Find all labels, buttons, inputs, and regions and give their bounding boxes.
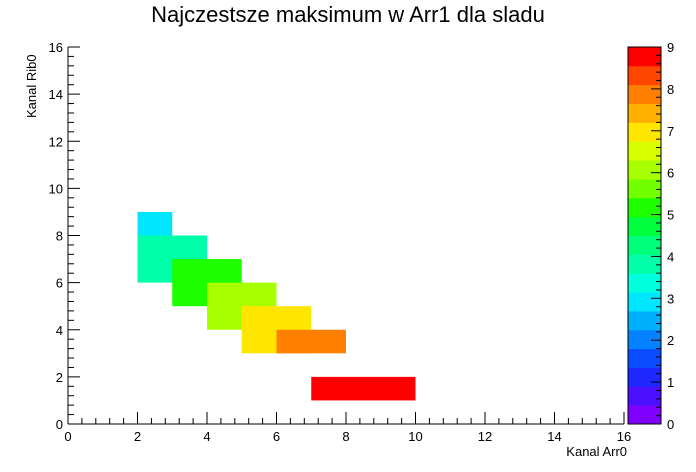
colorbar-tick-label-0: 0 [667,417,674,432]
colorbar-band-2 [628,367,661,387]
colorbar-band-13 [628,160,661,180]
y-tick-label-1: 2 [56,370,63,385]
colorbar-band-9 [628,235,661,255]
y-tick-label-6: 12 [49,134,63,149]
y-tick-label-3: 6 [56,276,63,291]
y-axis-label: Kanal Rib0 [24,54,39,118]
colorbar-band-3 [628,348,661,368]
colorbar-band-11 [628,197,661,218]
colorbar-frame [627,46,662,425]
x-tick-label-7: 14 [547,429,561,444]
colorbar-band-0 [628,405,661,425]
colorbar-band-12 [628,178,661,199]
colorbar-band-18 [628,65,661,86]
chart-title: Najczestsze maksimum w Arr1 dla sladu [151,2,545,27]
colorbar-band-6 [628,292,661,312]
y-tick-label-2: 4 [56,323,63,338]
colorbar-tick-label-8: 8 [667,82,674,97]
x-tick-label-0: 0 [64,429,71,444]
colorbar-tick-label-7: 7 [667,124,674,139]
plot-axes: 0 2 4 6 8 10 12 14 16 0 2 4 6 8 10 12 14 16 [49,40,632,444]
colorbar-band-5 [628,310,661,331]
heatmap-cell-0 [137,211,173,236]
colorbar-tick-label-1: 1 [667,375,674,390]
heatmap-cell-6 [311,376,416,401]
colorbar-tick-label-6: 6 [667,166,674,181]
colorbar-band-19 [628,47,661,67]
colorbar-band-8 [628,254,661,274]
colorbar-band-14 [628,141,661,161]
colorbar-tick-label-4: 4 [667,249,674,264]
x-tick-label-3: 6 [273,429,280,444]
colorbar-band-16 [628,103,661,123]
colorbar-tick-label-5: 5 [667,208,674,223]
y-tick-label-4: 8 [56,229,63,244]
colorbar-tick-label-9: 9 [667,40,674,55]
heatmap-cell-5 [276,329,346,354]
colorbar-band-1 [628,386,661,406]
x-tick-label-2: 4 [203,429,210,444]
y-tick-label-7: 14 [49,87,63,102]
y-tick-label-0: 0 [56,417,63,432]
color-scale-bar: 0 1 2 3 4 5 6 7 8 9 [627,40,674,432]
colorbar-tick-label-2: 2 [667,333,674,348]
y-tick-label-5: 10 [49,181,63,196]
colorbar-band-17 [628,84,661,105]
colorbar-band-10 [628,216,661,236]
x-tick-label-1: 2 [134,429,141,444]
colorbar-band-15 [628,122,661,142]
heatmap-cells [137,211,416,401]
x-tick-label-4: 8 [342,429,349,444]
colorbar-band-7 [628,273,661,293]
x-tick-label-6: 12 [478,429,492,444]
x-tick-label-8: 16 [617,429,631,444]
x-axis-label: Kanal Arr0 [566,444,627,459]
y-tick-label-8: 16 [49,40,63,55]
colorbar-tick-label-3: 3 [667,291,674,306]
colorbar-band-4 [628,329,661,350]
x-tick-label-5: 10 [408,429,422,444]
